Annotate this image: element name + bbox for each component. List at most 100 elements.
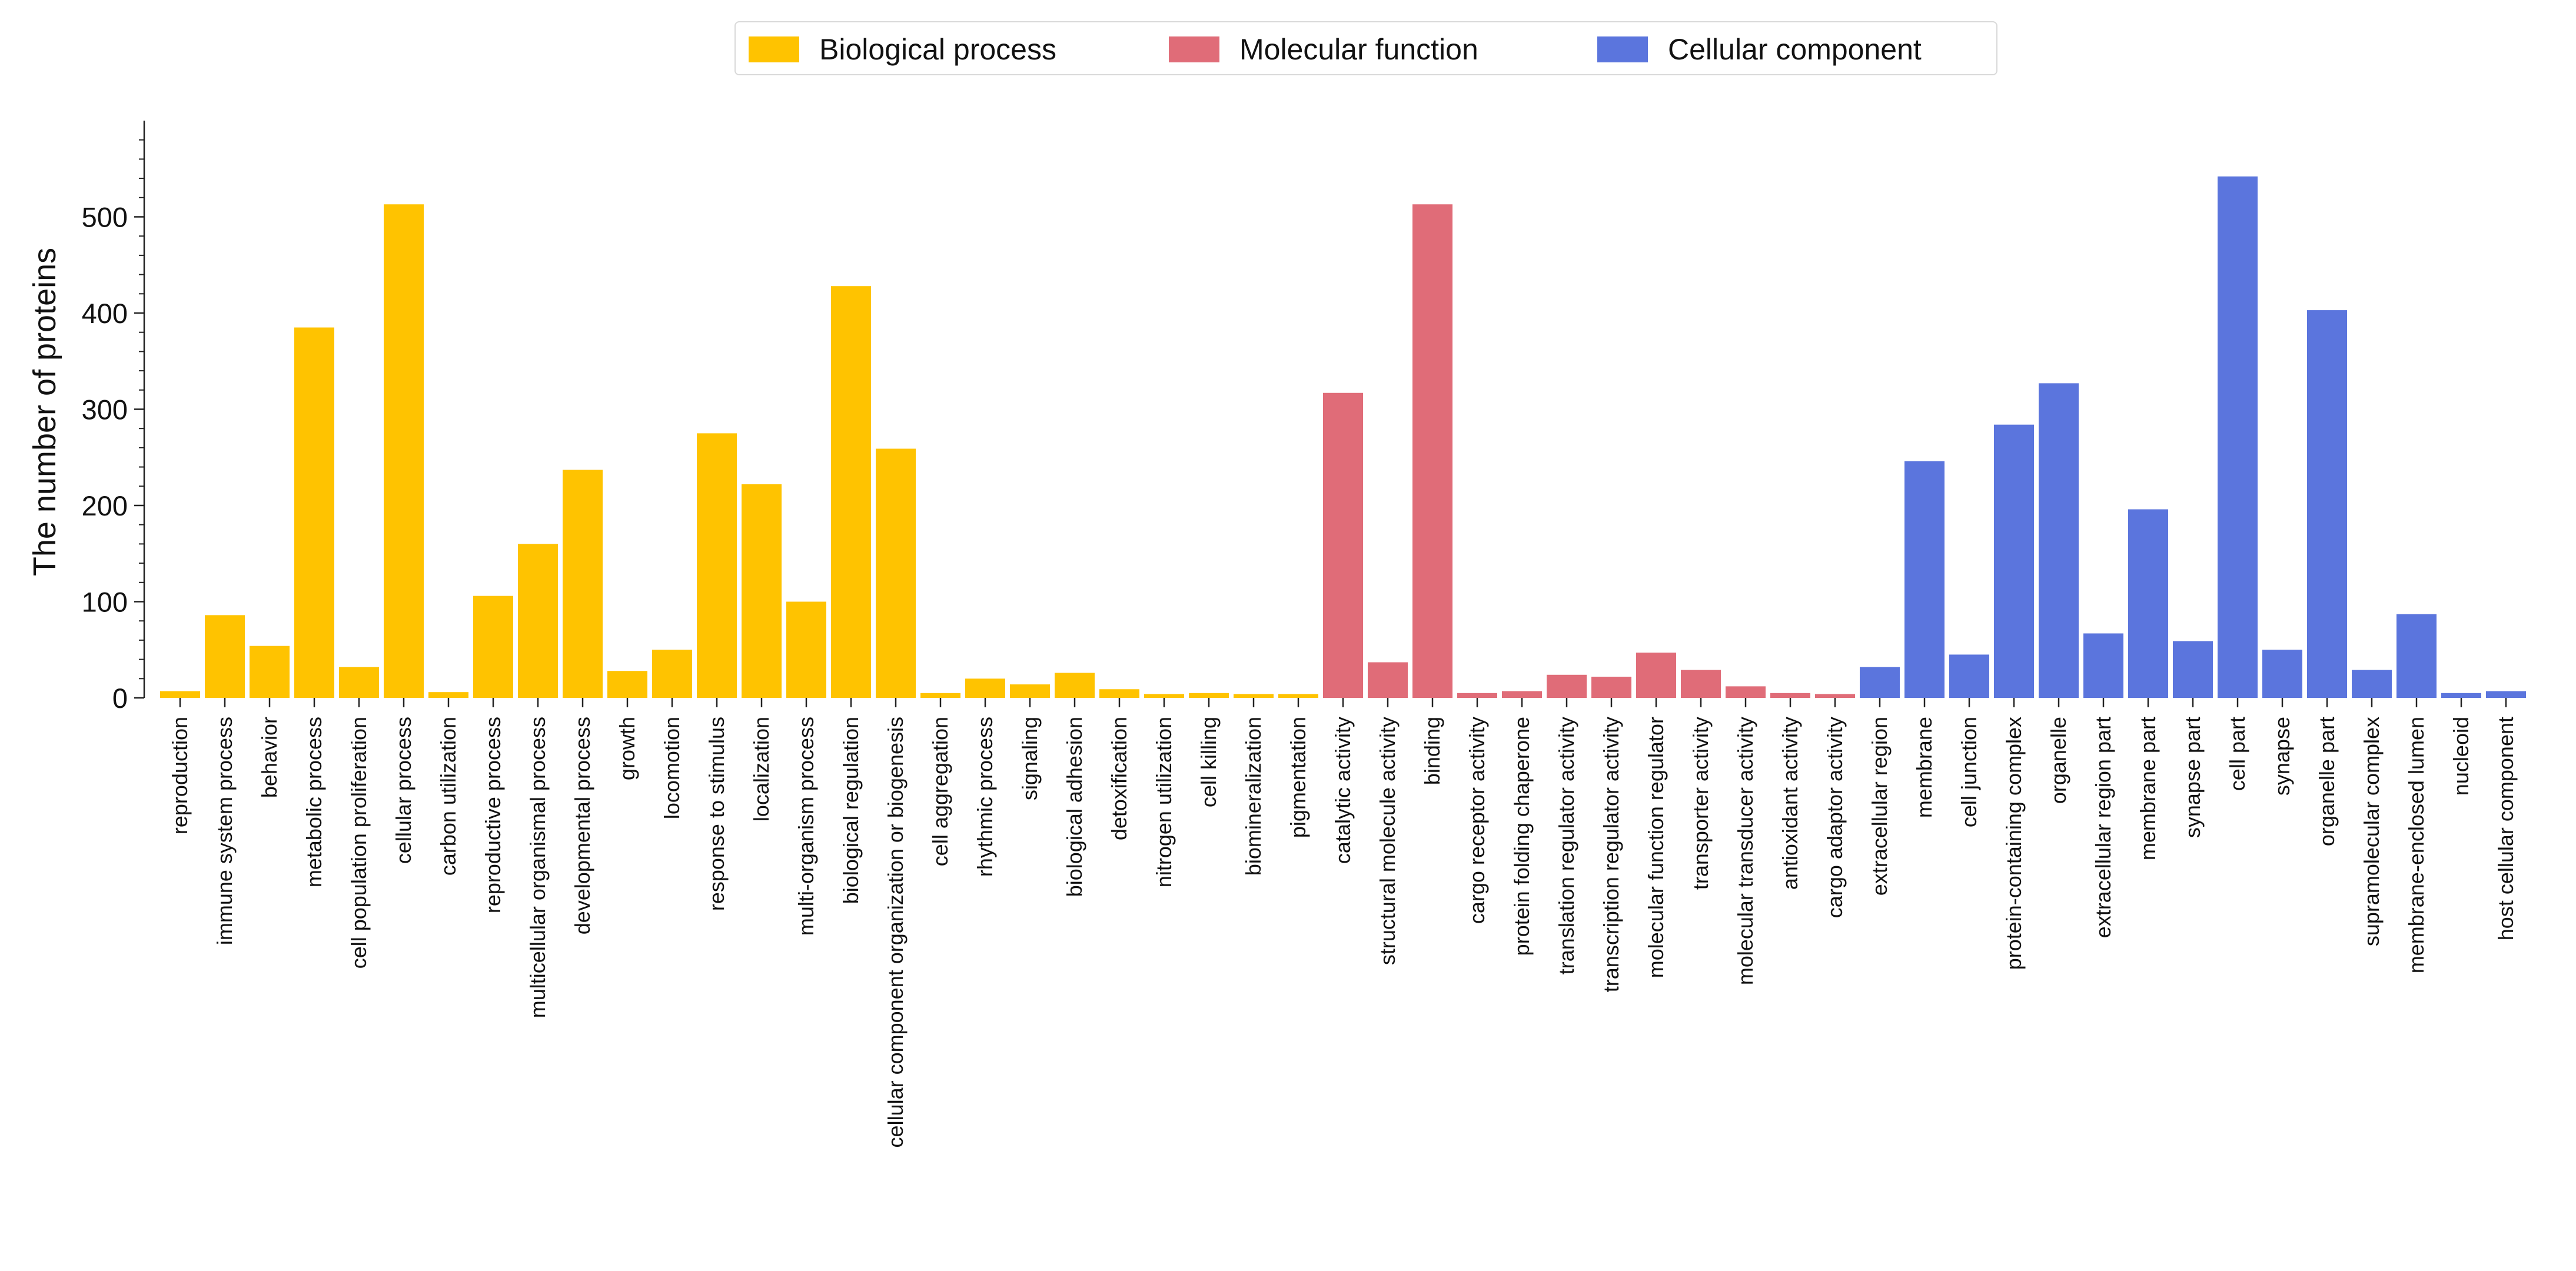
legend-swatch-biological-process [749,36,799,62]
x-tick-label: translation regulator activity [1554,717,1578,974]
bar-biological-adhesion [1055,673,1095,698]
bar-catalytic-activity [1323,392,1363,698]
legend-label-biological-process: Biological process [819,33,1056,66]
bar-cellular-component-organization-or-biogenesis [876,448,916,698]
legend: Biological process Molecular function Ce… [734,21,1997,75]
bar-detoxification [1099,689,1139,698]
bar-protein-containing-complex [1994,424,2034,698]
x-tick-label: immune system process [212,717,237,945]
x-tick-label: molecular transducer activity [1733,717,1757,985]
bar-reproduction [160,691,200,698]
x-tick-label: synapse [2270,717,2294,796]
y-tick-label: 400 [82,298,128,329]
bar-extracellular-region [1860,667,1900,698]
x-tick-label: protein folding chaperone [1510,717,1534,956]
x-tick-label: cell junction [1957,717,1981,827]
bar-immune-system-process [205,615,245,698]
x-tick-label: behavior [257,717,281,798]
x-tick-label: antioxidant activity [1778,717,1802,890]
x-tick-label: biomineralization [1241,717,1265,876]
legend-label-cellular-component: Cellular component [1668,33,1922,66]
y-tick-label: 100 [82,587,128,618]
bar-nitrogen-utilization [1144,694,1184,698]
y-tick-label: 500 [82,202,128,233]
y-tick-label: 200 [82,490,128,521]
x-tick-label: developmental process [570,717,594,934]
x-tick-label: membrane part [2136,717,2160,860]
x-tick-label: pigmentation [1286,717,1310,838]
x-tick-label: molecular function regulator [1644,717,1668,978]
x-tick-label: cargo receptor activity [1465,717,1489,924]
bar-biomineralization [1234,694,1274,698]
x-tick-label: catalytic activity [1331,717,1355,864]
bar-locomotion [652,650,692,698]
bar-biological-regulation [831,286,871,698]
bar-multicellular-organismal-process [518,544,558,698]
y-axis: 0 100 200 300 400 500 [82,121,145,714]
legend-swatch-molecular-function [1169,36,1219,62]
bar-signaling [1010,684,1050,698]
bar-structural-molecule-activity [1368,662,1408,698]
x-tick-label: extracellular region [1867,717,1892,896]
bar-pigmentation [1278,694,1318,698]
x-tick-label: supramolecular complex [2359,717,2384,946]
bar-molecular-transducer-activity [1726,686,1766,698]
bar-transporter-activity [1681,670,1721,698]
bar-response-to-stimulus [697,433,737,698]
x-tick-label: organelle part [2315,717,2339,846]
x-tick-label: localization [749,717,773,821]
x-tick-label: response to stimulus [704,717,729,911]
bar-localization [742,484,782,698]
bar-extracellular-region-part [2083,633,2123,698]
y-axis-label: The number of proteins [27,248,62,576]
x-tick-label: reproductive process [481,717,505,913]
bar-reproductive-process [473,595,513,698]
y-tick-label: 0 [112,683,128,714]
bar-membrane [1904,461,1945,698]
x-tick-label: cell part [2225,717,2249,791]
x-tick-label: cellular process [391,717,416,864]
bar-cargo-receptor-activity [1457,693,1497,698]
bar-protein-folding-chaperone [1502,691,1542,698]
x-tick-label: detoxification [1107,717,1131,840]
bar-host-cellular-component [2486,691,2526,698]
x-tick-label: structural molecule activity [1375,717,1400,965]
legend-swatch-cellular-component [1597,36,1648,62]
bar-membrane-enclosed-lumen [2396,614,2437,698]
bar-cargo-adaptor-activity [1815,694,1855,698]
x-tick-label: membrane [1912,717,1936,818]
legend-item-molecular-function: Molecular function [1169,22,1478,76]
bar-multi-organism-process [786,601,826,698]
bar-supramolecular-complex [2352,670,2392,698]
bar-cell-junction [1949,654,1989,698]
x-tick-label: multicellular organismal process [526,717,550,1018]
x-tick-label: cell aggregation [928,717,952,866]
bar-carbon-utilization [428,692,468,698]
bar-organelle [2039,383,2079,698]
legend-item-cellular-component: Cellular component [1597,22,1922,76]
bar-metabolic-process [294,327,334,698]
bar-cellular-process [384,204,424,698]
y-tick-label: 300 [82,394,128,425]
legend-label-molecular-function: Molecular function [1239,33,1478,66]
x-tick-label: rhythmic process [973,717,997,877]
x-tick-label: signaling [1018,717,1042,800]
x-tick-label: carbon utilization [436,717,460,876]
x-tick-label: organelle [2046,717,2070,804]
x-tick-label: biological adhesion [1062,717,1086,897]
bar-developmental-process [563,470,603,698]
bar-synapse [2262,650,2302,698]
bar-cell-population-proliferation [339,667,379,698]
bar-molecular-function-regulator [1636,653,1676,698]
x-tick-label: host cellular component [2494,717,2518,940]
x-tick-label: transporter activity [1688,717,1713,890]
x-tick-label: cell population proliferation [347,717,371,969]
legend-item-biological-process: Biological process [749,22,1056,76]
x-tick-label: binding [1420,717,1444,785]
x-tick-label: synapse part [2181,717,2205,838]
bar-behavior [250,646,290,698]
bar-growth [607,671,647,698]
bar-binding [1412,204,1452,698]
bar-antioxidant-activity [1770,693,1810,698]
